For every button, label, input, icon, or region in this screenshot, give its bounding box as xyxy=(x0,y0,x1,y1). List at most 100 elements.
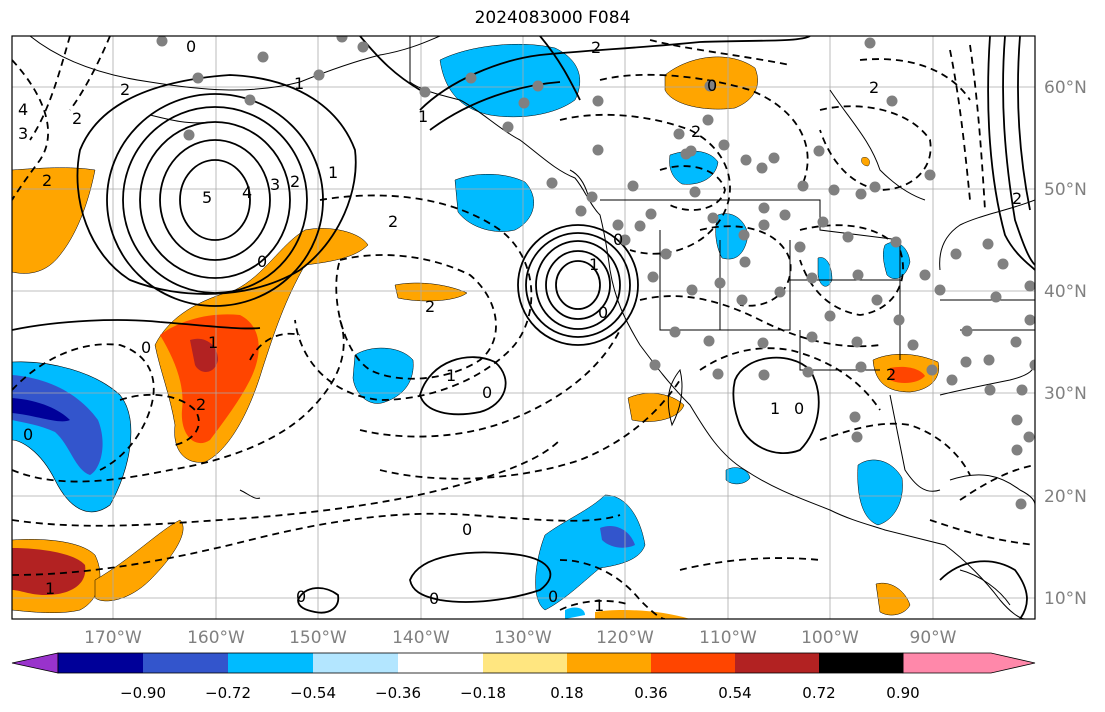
contour-label: 4 xyxy=(18,100,28,119)
colorbar-label: 0.90 xyxy=(886,684,919,702)
contour-label: 1 xyxy=(328,163,338,182)
lat-tick-label: 30°N xyxy=(1044,384,1087,404)
colorbar-segment xyxy=(228,653,313,673)
colorbar-segment xyxy=(735,653,819,673)
lon-tick-label: 140°W xyxy=(392,628,450,648)
negative-patch-mexico xyxy=(725,467,751,485)
station-markers xyxy=(156,36,1035,510)
latitude-axis: 60°N 50°N 40°N 30°N 20°N 10°N xyxy=(1044,78,1087,609)
contour-label: 2 xyxy=(425,297,435,316)
colorbar-label: −0.36 xyxy=(375,684,421,702)
lon-tick-label: 120°W xyxy=(596,628,654,648)
contour-label: 5 xyxy=(202,188,212,207)
negative-region-yucatan xyxy=(857,459,903,526)
lon-tick-label: 100°W xyxy=(801,628,859,648)
positive-streak-south xyxy=(94,519,184,602)
negative-region-west-core xyxy=(12,375,103,475)
lon-tick-label: 160°W xyxy=(187,628,245,648)
contour-label: 0 xyxy=(598,303,608,322)
colorbar-label: 0.72 xyxy=(802,684,835,702)
lon-tick-label: 110°W xyxy=(699,628,757,648)
contour-label: 0 xyxy=(296,587,306,606)
contour-label: 2 xyxy=(886,365,896,384)
colorbar-frame xyxy=(57,652,904,674)
negative-patch-south xyxy=(565,607,585,619)
negative-patch-canada xyxy=(669,150,719,185)
contour-label: 1 xyxy=(589,255,599,274)
contour-label: 0 xyxy=(613,230,623,249)
colorbar-segment xyxy=(819,653,903,673)
positive-region-central-core xyxy=(160,314,259,444)
colorbar-segment xyxy=(567,653,651,673)
positive-patch-south xyxy=(595,610,690,619)
contour-label: 1 xyxy=(770,399,780,418)
contour-label: 2 xyxy=(42,171,52,190)
colorbar-label: −0.72 xyxy=(205,684,251,702)
positive-patch-tiny xyxy=(861,157,870,167)
contour-label: 0 xyxy=(257,252,267,271)
contour-label: 0 xyxy=(141,338,151,357)
contour-label: 0 xyxy=(482,383,492,402)
lat-tick-label: 50°N xyxy=(1044,180,1087,200)
colorbar-segment xyxy=(483,653,567,673)
contour-label: 1 xyxy=(208,333,218,352)
contour-label: 1 xyxy=(446,366,456,385)
contour-label: 0 xyxy=(186,37,196,56)
lon-tick-label: 150°W xyxy=(289,628,347,648)
colorbar-extend-low xyxy=(11,652,59,674)
colorbar-label: −0.90 xyxy=(120,684,166,702)
contour-label: 0 xyxy=(429,589,439,608)
positive-region-southwest-core xyxy=(12,548,86,595)
map-title: 2024083000 F084 xyxy=(474,8,631,28)
contour-label: 0 xyxy=(548,587,558,606)
contour-label: 0 xyxy=(794,399,804,418)
plot-frame xyxy=(11,35,1036,620)
contour-label: 1 xyxy=(45,579,55,598)
colorbar-labels: −0.90 −0.72 −0.54 −0.36 −0.18 0.18 0.36 … xyxy=(120,684,920,702)
positive-region-central-peak xyxy=(190,338,218,372)
colorbar-extend-high xyxy=(902,652,1036,674)
positive-region-gulf-core xyxy=(890,366,925,384)
colorbar-segment xyxy=(143,653,228,673)
positive-patch-mid xyxy=(394,282,468,302)
contour-labels: 0 2 4 3 2 2 5 4 3 2 1 0 2 1 2 1 2 0 0 2 … xyxy=(18,37,1022,615)
positive-region-northwest xyxy=(12,167,96,274)
negative-region-gulf-alaska xyxy=(454,173,534,232)
contour-label: 4 xyxy=(242,183,252,202)
negative-region-alaska xyxy=(439,44,581,118)
colorbar-label: −0.54 xyxy=(290,684,336,702)
contour-label: 2 xyxy=(72,109,82,128)
colorbar-segment xyxy=(398,653,483,673)
colorbar-segment xyxy=(58,653,143,673)
negative-region-west-peak xyxy=(12,398,70,422)
shaded-anomaly-regions xyxy=(12,44,940,619)
contour-label: 2 xyxy=(290,172,300,191)
colorbar-label: −0.18 xyxy=(460,684,506,702)
lat-tick-label: 40°N xyxy=(1044,282,1087,302)
contour-label: 3 xyxy=(18,124,28,143)
contour-label: 2 xyxy=(1012,189,1022,208)
contour-label: 0 xyxy=(462,520,472,539)
coastlines-and-borders xyxy=(29,36,1035,619)
dashed-contours xyxy=(12,36,1035,619)
contour-label: 1 xyxy=(594,596,604,615)
negative-patch-rockies xyxy=(715,213,749,260)
contour-label: 2 xyxy=(591,38,601,57)
longitude-axis: 170°W 160°W 150°W 140°W 130°W 120°W 110°… xyxy=(84,628,957,648)
contour-label: 3 xyxy=(270,175,280,194)
contour-label: 2 xyxy=(196,395,206,414)
lon-tick-label: 130°W xyxy=(494,628,552,648)
colorbar-segment xyxy=(313,653,398,673)
contour-label: 2 xyxy=(691,122,701,141)
contour-label: 0 xyxy=(707,76,717,95)
lon-tick-label: 170°W xyxy=(84,628,142,648)
contour-label: 1 xyxy=(294,74,304,93)
contour-label: 2 xyxy=(869,78,879,97)
colorbar-label: 0.18 xyxy=(550,684,583,702)
positive-patch-southeast xyxy=(875,582,911,616)
colorbar xyxy=(11,652,1036,674)
contour-label: 0 xyxy=(23,425,33,444)
contour-label: 1 xyxy=(418,107,428,126)
contour-label: 2 xyxy=(120,80,130,99)
